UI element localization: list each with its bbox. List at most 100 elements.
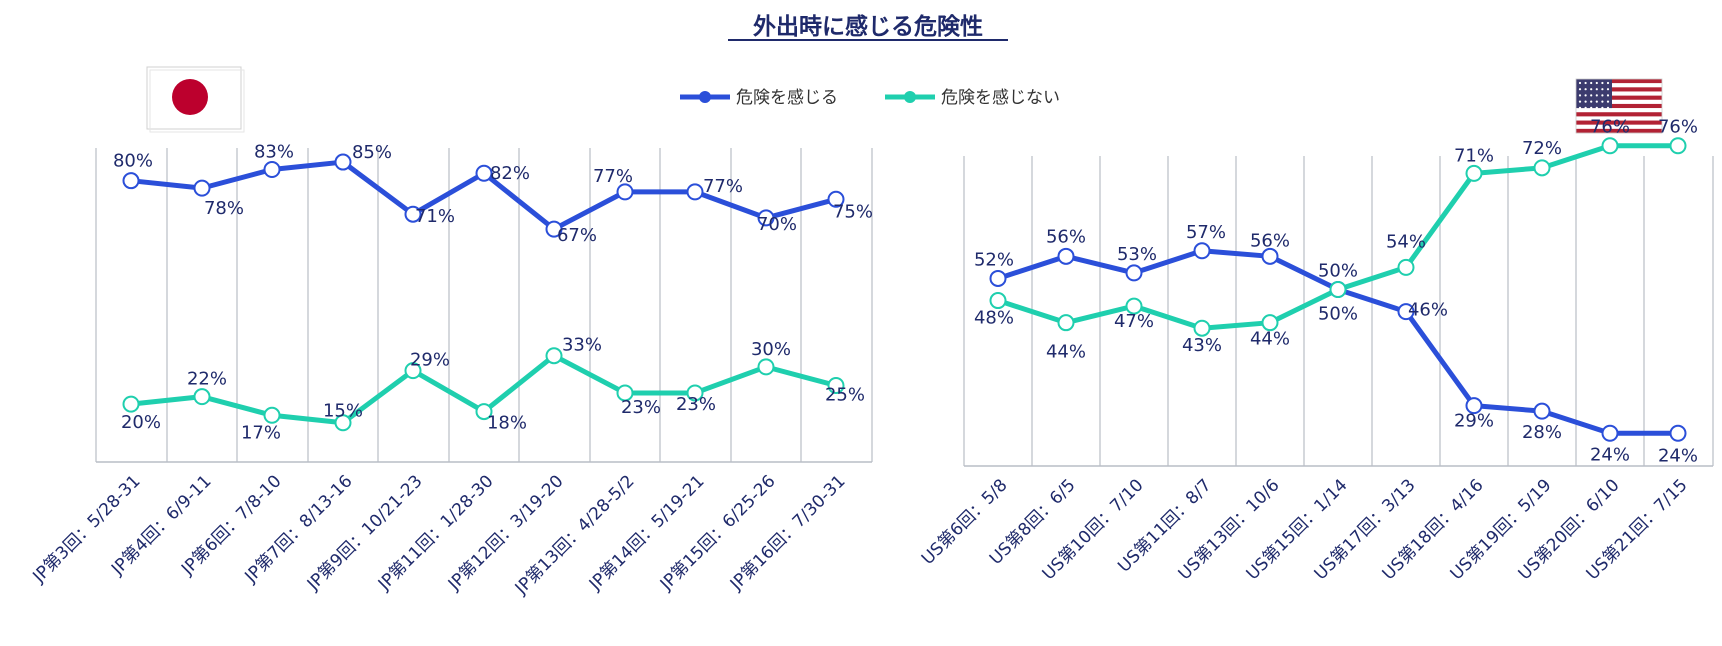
us-chart: US第6回：5/8US第8回：6/5US第10回：7/10US第11回：8/7U…	[918, 117, 1714, 584]
legend-label-danger: 危険を感じる	[736, 88, 838, 108]
series-danger-points: 80% 78% 83% 85% 71% 82% 67% 77% 77% 70% 75%	[113, 142, 873, 247]
x-tick-label: JP第13回：4/28-5/2	[511, 471, 639, 599]
data-label: 48%	[974, 308, 1014, 329]
data-point	[404, 362, 422, 380]
data-point	[1329, 281, 1347, 298]
data-point	[757, 358, 775, 376]
series-danger-points: 52% 56% 53% 57% 56% 50% 46% 29% 28% 24% 24%	[974, 222, 1698, 466]
data-point	[1125, 264, 1143, 282]
data-label: 24%	[1658, 445, 1698, 466]
data-label: 44%	[1250, 329, 1290, 350]
data-point	[263, 161, 281, 179]
data-label: 83%	[254, 142, 294, 163]
data-point	[404, 205, 422, 223]
data-point	[827, 377, 845, 394]
data-label: 77%	[593, 166, 633, 187]
data-point	[686, 183, 704, 201]
data-point	[1397, 303, 1415, 321]
x-tick-labels: JP第3回：5/28-31JP第4回：6/9-11JP第6回：7/8-10JP第…	[29, 471, 850, 599]
data-label: 54%	[1386, 231, 1426, 252]
legend-label-no-danger: 危険を感じない	[941, 88, 1060, 108]
data-point	[1057, 314, 1075, 332]
data-point	[193, 388, 211, 406]
x-tick-label: JP第11回：1/28-30	[374, 471, 498, 595]
data-label: 17%	[241, 422, 281, 443]
series-no-danger-points: 20% 22% 17% 15% 29% 18% 33% 23% 23% 30% 25%	[121, 335, 865, 444]
data-label: 70%	[757, 214, 797, 235]
x-tick-label: JP第14回：5/19-21	[585, 471, 709, 595]
data-label: 43%	[1182, 335, 1222, 356]
data-point	[989, 269, 1007, 287]
data-label: 67%	[557, 225, 597, 246]
data-point	[334, 153, 352, 171]
data-label: 76%	[1590, 117, 1630, 138]
x-tick-label: JP第12回：3/19-20	[444, 471, 568, 595]
data-label: 23%	[676, 394, 716, 415]
data-point	[1669, 424, 1687, 442]
grid	[95, 148, 873, 462]
data-label: 30%	[751, 339, 791, 360]
legend: 危険を感じる 危険を感じない	[680, 88, 1060, 108]
data-point	[545, 347, 563, 365]
us-flag-icon	[1575, 78, 1663, 134]
data-label: 29%	[410, 350, 450, 371]
data-label: 23%	[621, 397, 661, 418]
data-point	[1669, 137, 1687, 155]
data-label: 78%	[204, 198, 244, 219]
data-label: 57%	[1186, 222, 1226, 243]
legend-item-danger: 危険を感じる	[680, 88, 838, 108]
data-label: 75%	[833, 201, 873, 222]
data-label: 20%	[121, 412, 161, 433]
x-tick-labels: US第6回：5/8US第8回：6/5US第10回：7/10US第11回：8/7U…	[918, 475, 1692, 584]
data-point	[827, 190, 845, 208]
data-label: 56%	[1250, 230, 1290, 251]
data-point	[1193, 242, 1211, 260]
x-tick-label: JP第15回：6/25-26	[656, 471, 780, 595]
data-point	[989, 292, 1007, 310]
data-label: 18%	[487, 413, 527, 434]
data-label: 50%	[1318, 261, 1358, 282]
chart-title: 外出時に感じる危険性	[753, 13, 983, 40]
data-label: 50%	[1318, 304, 1358, 325]
data-point	[193, 179, 211, 197]
data-label: 80%	[113, 151, 153, 172]
data-point	[263, 406, 281, 424]
data-label: 33%	[562, 335, 602, 356]
data-label: 25%	[825, 385, 865, 406]
data-label: 85%	[352, 142, 392, 163]
data-point	[1465, 397, 1483, 415]
data-label: 44%	[1046, 342, 1086, 363]
data-label: 28%	[1522, 422, 1562, 443]
data-point	[1261, 247, 1279, 265]
data-point	[616, 183, 634, 201]
data-point	[334, 414, 352, 432]
data-label: 71%	[415, 206, 455, 227]
data-label: 76%	[1658, 117, 1698, 138]
data-point	[616, 384, 634, 402]
data-point	[1533, 402, 1551, 420]
data-label: 52%	[974, 249, 1014, 270]
data-label: 29%	[1454, 411, 1494, 432]
data-label: 77%	[703, 176, 743, 197]
data-point	[475, 403, 493, 421]
data-point	[1533, 159, 1551, 177]
x-tick-label: JP第9回：10/21-23	[303, 471, 427, 595]
data-label: 72%	[1522, 138, 1562, 159]
data-label: 53%	[1117, 244, 1157, 265]
data-label: 22%	[187, 369, 227, 390]
japan-flag-icon	[146, 66, 245, 133]
data-point	[1125, 297, 1143, 315]
data-point	[1261, 314, 1279, 332]
data-label: 47%	[1114, 311, 1154, 332]
data-label: 15%	[323, 401, 363, 422]
legend-item-no-danger: 危険を感じない	[885, 88, 1060, 108]
data-point	[1193, 319, 1211, 337]
data-point	[1057, 247, 1075, 265]
series-no-danger-points: 48% 44% 47% 43% 44% 50% 54% 71% 72% 76% 76%	[974, 117, 1698, 363]
data-point	[757, 209, 775, 227]
x-tick-label: JP第16回：7/30-31	[726, 471, 850, 595]
data-label: 46%	[1408, 300, 1448, 321]
data-point	[545, 220, 563, 238]
data-point	[475, 164, 493, 182]
